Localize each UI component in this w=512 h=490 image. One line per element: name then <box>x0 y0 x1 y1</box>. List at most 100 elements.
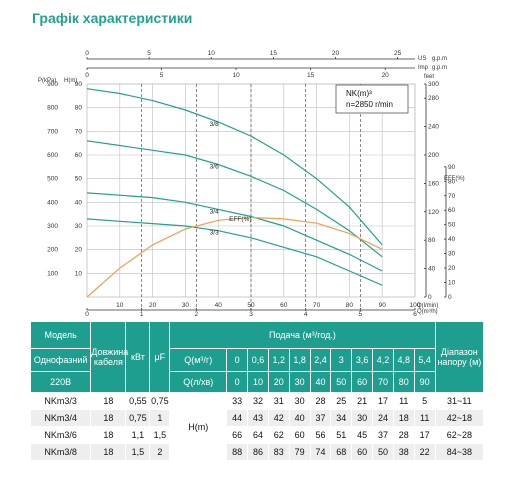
m3h-tick-label: 5 <box>359 311 363 318</box>
liters-tick-label: 60 <box>280 302 288 309</box>
range-cell: 84~38 <box>434 443 485 461</box>
head-cell: 56 <box>309 426 332 444</box>
header-cable: Довжина кабеля <box>90 321 128 393</box>
eff-tick-label: 80 <box>448 178 456 185</box>
header-phase: Однофазний <box>29 348 92 372</box>
header-uf: μF <box>149 321 171 393</box>
chart-subtitle: n=2850 r/min <box>346 100 393 109</box>
head-cell: 21 <box>351 392 374 410</box>
liters-tick-label: 80 <box>346 302 354 309</box>
head-cell: 62 <box>267 426 290 444</box>
model-cell: NKm3/4 <box>29 409 92 427</box>
liters-tick-label: 20 <box>149 302 157 309</box>
head-cell: 51 <box>330 426 353 444</box>
m3h-tick-label: 2 <box>195 311 199 318</box>
eff-axis-label: EFF(%) <box>444 176 465 182</box>
q-m3-cell: 3,6 <box>351 348 374 372</box>
page-title: Графік характеристики <box>32 10 193 26</box>
feet-tick-label: 0 <box>428 294 432 301</box>
us-tick-label: 25 <box>394 50 402 57</box>
m3h-axis-label: Q(m³/h) <box>417 309 438 315</box>
imp-gpm-label: g.p.m <box>432 65 447 71</box>
kw-cell: 1,1 <box>125 426 151 444</box>
liters-tick-label: 10 <box>116 302 124 309</box>
head-tick-label: 90 <box>75 81 83 88</box>
us-unit-label: US <box>418 56 426 62</box>
imp-tick-label: 20 <box>382 72 390 79</box>
head-cell: 60 <box>351 443 374 461</box>
head-tick-label: 60 <box>75 152 83 159</box>
q-l-cell: 20 <box>267 371 290 393</box>
model-cell: NKm3/8 <box>29 443 92 461</box>
eff-tick-label: 60 <box>448 207 456 214</box>
head-cell: 28 <box>392 426 415 444</box>
uf-cell: 1 <box>149 409 171 427</box>
head-tick-label: 50 <box>75 176 83 183</box>
series-label: 3/6 <box>210 163 219 170</box>
eff-tick-label: 30 <box>448 251 456 258</box>
pressure-tick-label: 300 <box>47 223 58 230</box>
head-cell: 11 <box>392 392 415 410</box>
head-cell: 5 <box>413 392 436 410</box>
head-cell: 74 <box>309 443 332 461</box>
q-l-cell: 90 <box>413 371 436 393</box>
q-l-cell: 70 <box>372 371 394 393</box>
head-cell: 83 <box>267 443 290 461</box>
liters-tick-label: 90 <box>379 302 387 309</box>
eff-tick-label: 90 <box>448 164 456 171</box>
uf-cell: 1,5 <box>149 426 171 444</box>
feet-tick-label: 160 <box>428 180 439 187</box>
us-tick-label: 20 <box>332 50 340 57</box>
feet-axis-label: feet <box>424 74 434 80</box>
q-l-cell: 30 <box>288 371 311 393</box>
head-cell: 24 <box>372 409 394 427</box>
us-tick-label: 10 <box>208 50 216 57</box>
head-cell: 86 <box>247 443 269 461</box>
efficiency-label: EFF(%) <box>229 216 251 223</box>
head-axis-label: H(m) <box>64 78 77 84</box>
series-label: 3/4 <box>210 208 219 215</box>
eff-tick-label: 50 <box>448 222 456 229</box>
liters-tick-label: 40 <box>215 302 223 309</box>
head-cell: 88 <box>226 443 249 461</box>
q-l-cell: 10 <box>247 371 269 393</box>
head-cell: 17 <box>413 426 436 444</box>
head-cell: 33 <box>226 392 249 410</box>
head-tick-label: 70 <box>75 128 83 135</box>
table-row: NKm3/6 18 1,1 1,5 66 64 62 60 56 51 45 3… <box>29 426 485 444</box>
performance-curve <box>86 218 383 286</box>
liters-tick-label: 70 <box>313 302 321 309</box>
m3h-tick-label: 0 <box>85 311 89 318</box>
spec-table: Модель Довжина кабеля кВт μF Подача (м³/… <box>29 321 485 461</box>
head-cell: 37 <box>372 426 394 444</box>
cable-cell: 18 <box>90 443 127 461</box>
performance-curve <box>86 88 383 246</box>
table-row: NKm3/8 18 1,5 2 88 86 83 79 74 68 60 50 … <box>29 443 485 461</box>
head-cell: 43 <box>247 409 269 427</box>
q-m3-cell: 4,8 <box>392 348 415 372</box>
kw-cell: 1,5 <box>125 443 151 461</box>
liters-axis-label: Q(l/min) <box>417 303 438 309</box>
feet-tick-label: 40 <box>428 266 436 273</box>
cable-cell: 18 <box>90 392 127 410</box>
pressure-axis-label: P(kPa) <box>38 78 56 84</box>
feet-tick-label: 200 <box>428 152 439 159</box>
q-l-cell: 0 <box>226 371 249 393</box>
range-cell: 42~18 <box>434 409 485 427</box>
feet-tick-label: 300 <box>428 81 439 88</box>
head-cell: 50 <box>372 443 394 461</box>
m3h-tick-label: 6 <box>413 311 417 318</box>
q-l-cell: 50 <box>330 371 353 393</box>
head-cell: 60 <box>288 426 311 444</box>
head-cell: 34 <box>330 409 353 427</box>
head-cell: 44 <box>226 409 249 427</box>
head-cell: 32 <box>247 392 269 410</box>
pressure-tick-label: 100 <box>47 270 58 277</box>
head-cell: 22 <box>413 443 436 461</box>
series-label: 3/8 <box>210 121 219 128</box>
pressure-tick-label: 800 <box>47 105 58 112</box>
header-voltage: 220В <box>29 371 92 393</box>
q-m3-cell: 5,4 <box>413 348 436 372</box>
head-cell: 31 <box>267 392 290 410</box>
uf-cell: 2 <box>149 443 171 461</box>
